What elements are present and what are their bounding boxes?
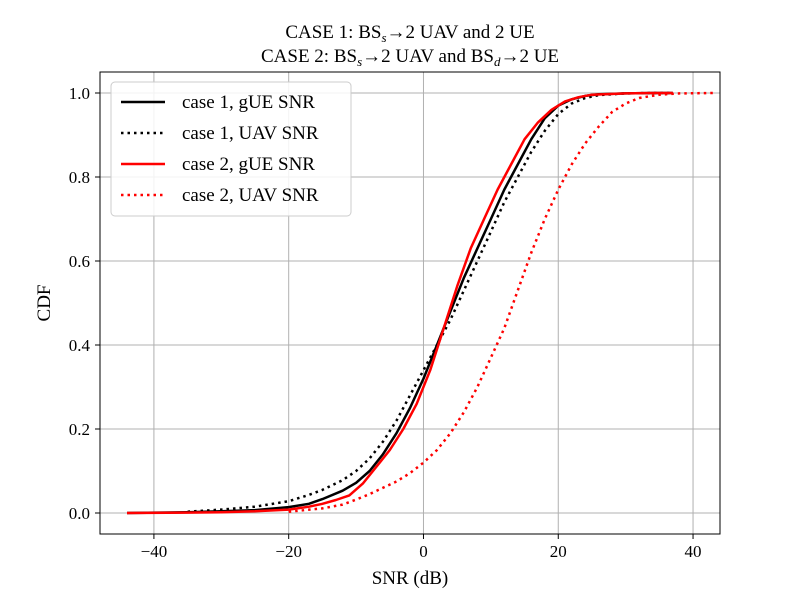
series-line-case-1-uav-snr [187,91,673,513]
x-axis-label: SNR (dB) [372,568,449,589]
legend-label: case 2, UAV SNR [182,185,319,206]
series-lines [126,91,714,515]
legend-label: case 1, UAV SNR [182,123,319,144]
x-tick-label: −40 [141,542,168,561]
y-tick-label: 0.8 [69,168,90,187]
y-tick-label: 0.0 [69,504,90,523]
series-line-case-2-uav-snr [288,91,714,513]
x-tick-label: −20 [275,542,302,561]
chart-title-line1: CASE 1: BSs→2 UAV and 2 UE [285,22,534,45]
plot-frame [99,71,721,535]
legend: case 1, gUE SNR case 1, UAV SNR case 2, gU… [110,81,352,217]
tick-marks [95,92,694,539]
chart-title-line2: CASE 2: BSs→2 UAV and BSd→2 UE [261,46,559,69]
x-tick-label: 0 [419,542,428,561]
x-tick-label: 40 [685,542,702,561]
y-tick-label: 0.6 [69,252,90,271]
y-axis-label: CDF [34,285,55,322]
legend-label: case 1, gUE SNR [182,92,315,113]
legend-label: case 2, gUE SNR [182,154,315,175]
legend-box [110,81,352,217]
y-tick-label: 0.4 [69,336,91,355]
y-tick-label: 1.0 [69,84,90,103]
y-tick-label: 0.2 [69,420,90,439]
x-tick-label: 20 [550,542,567,561]
series-line-case-2-gue-snr [126,91,673,515]
tick-labels: −40 −20 0 20 40 0.0 0.2 0.4 0.6 0.8 1.0 [69,84,702,561]
